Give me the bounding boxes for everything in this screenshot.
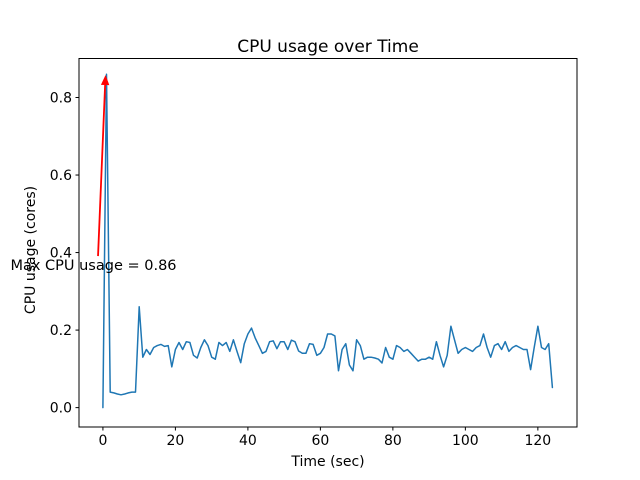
annotation-arrow-head-icon [100,75,110,86]
annotation-arrow-shaft [97,82,107,257]
cpu-usage-line [102,73,554,409]
x-tick-label: 100 [452,433,479,449]
y-tick-label: 0.0 [50,401,72,417]
x-tick-label: 80 [384,433,402,449]
annotation-text: Max CPU usage = 0.86 [10,258,176,274]
y-tick-label: 0.4 [50,246,72,262]
x-tick-label: 20 [166,433,184,449]
y-tick-label: 0.6 [50,168,72,184]
y-axis-ticks: 0.0 0.2 0.4 0.6 0.8 [50,90,79,417]
y-tick-label: 0.8 [50,90,72,106]
max-annotation: Max CPU usage = 0.86 [10,75,177,274]
x-tick-label: 120 [524,433,551,449]
plot-area [78,58,578,428]
chart-title: CPU usage over Time [237,37,419,57]
x-tick-label: 40 [239,433,257,449]
x-tick-label: 0 [98,433,107,449]
x-axis-ticks: 0 20 40 60 80 100 120 [98,427,551,449]
y-tick-label: 0.2 [50,323,72,339]
y-axis-label: CPU usage (cores) [23,186,39,314]
x-tick-label: 60 [311,433,329,449]
x-axis-label: Time (sec) [290,454,364,470]
